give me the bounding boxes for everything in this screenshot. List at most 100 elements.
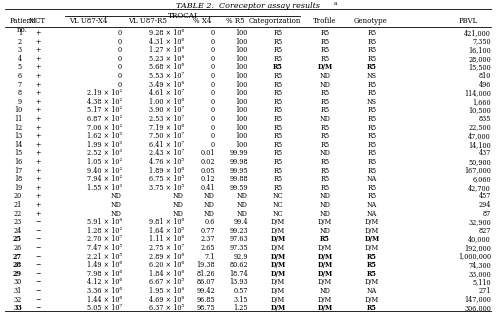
Text: 0: 0 bbox=[211, 141, 215, 149]
Text: 7.94 × 10²: 7.94 × 10² bbox=[87, 175, 122, 183]
Text: ND: ND bbox=[111, 209, 122, 217]
Text: 1.99 × 10³: 1.99 × 10³ bbox=[87, 141, 122, 149]
Text: 1.28 × 10²: 1.28 × 10² bbox=[87, 227, 122, 235]
Text: 2: 2 bbox=[18, 38, 22, 45]
Text: 6,060: 6,060 bbox=[472, 175, 491, 183]
Text: 100: 100 bbox=[236, 132, 248, 140]
Text: D/M: D/M bbox=[365, 235, 379, 243]
Text: 271: 271 bbox=[479, 287, 491, 295]
Text: 19.38: 19.38 bbox=[196, 261, 215, 269]
Text: 0: 0 bbox=[211, 106, 215, 115]
Text: R5: R5 bbox=[320, 158, 329, 166]
Text: D/M: D/M bbox=[317, 261, 332, 269]
Text: 24: 24 bbox=[14, 227, 22, 235]
Text: 9: 9 bbox=[18, 98, 22, 106]
Text: 457: 457 bbox=[479, 193, 491, 201]
Text: 100: 100 bbox=[236, 124, 248, 131]
Text: 0: 0 bbox=[118, 29, 122, 37]
Text: −: − bbox=[35, 287, 41, 295]
Text: +: + bbox=[35, 38, 41, 45]
Text: 1: 1 bbox=[18, 29, 22, 37]
Text: −: − bbox=[35, 261, 41, 269]
Text: D/M: D/M bbox=[271, 287, 285, 295]
Text: +: + bbox=[35, 193, 41, 201]
Text: 1.05 × 10²: 1.05 × 10² bbox=[87, 158, 122, 166]
Text: −: − bbox=[35, 304, 41, 312]
Text: D/M: D/M bbox=[365, 244, 379, 252]
Text: 32: 32 bbox=[14, 295, 22, 303]
Text: 7: 7 bbox=[18, 81, 22, 89]
Text: R5: R5 bbox=[368, 29, 376, 37]
Text: R5: R5 bbox=[273, 175, 283, 183]
Text: 50,900: 50,900 bbox=[468, 158, 491, 166]
Text: R5: R5 bbox=[320, 89, 329, 97]
Text: +: + bbox=[35, 141, 41, 149]
Text: D/M: D/M bbox=[365, 218, 379, 226]
Text: D/M: D/M bbox=[270, 270, 286, 278]
Text: R5: R5 bbox=[273, 81, 283, 89]
Text: Trofile: Trofile bbox=[313, 17, 337, 25]
Text: ND: ND bbox=[204, 193, 215, 201]
Text: 2.43 × 10⁷: 2.43 × 10⁷ bbox=[149, 149, 184, 157]
Text: ND: ND bbox=[237, 201, 248, 209]
Text: D/M: D/M bbox=[317, 63, 332, 71]
Text: 3: 3 bbox=[18, 46, 22, 54]
Text: 6.67 × 10⁵: 6.67 × 10⁵ bbox=[149, 279, 184, 287]
Text: R5: R5 bbox=[368, 124, 376, 131]
Text: NC: NC bbox=[273, 193, 283, 201]
Text: 0.57: 0.57 bbox=[234, 287, 248, 295]
Text: 16: 16 bbox=[14, 158, 22, 166]
Text: % X4: % X4 bbox=[193, 17, 211, 25]
Text: NA: NA bbox=[367, 209, 377, 217]
Text: R5: R5 bbox=[367, 261, 377, 269]
Text: 21: 21 bbox=[14, 201, 22, 209]
Text: 6.75 × 10⁵: 6.75 × 10⁵ bbox=[149, 175, 184, 183]
Text: ND: ND bbox=[319, 81, 330, 89]
Text: NS: NS bbox=[367, 98, 377, 106]
Text: 47,000: 47,000 bbox=[468, 132, 491, 140]
Text: 1.95 × 10⁴: 1.95 × 10⁴ bbox=[149, 287, 184, 295]
Text: 100: 100 bbox=[236, 106, 248, 115]
Text: 0: 0 bbox=[211, 98, 215, 106]
Text: 9.40 × 10²: 9.40 × 10² bbox=[87, 167, 122, 175]
Text: 0: 0 bbox=[118, 38, 122, 45]
Text: +: + bbox=[35, 201, 41, 209]
Text: ND: ND bbox=[204, 201, 215, 209]
Text: NC: NC bbox=[273, 201, 283, 209]
Text: R5: R5 bbox=[368, 184, 376, 192]
Text: +: + bbox=[35, 184, 41, 192]
Text: 100: 100 bbox=[236, 89, 248, 97]
Text: 22,500: 22,500 bbox=[468, 124, 491, 131]
Text: 4.12 × 10⁶: 4.12 × 10⁶ bbox=[87, 279, 122, 287]
Text: 1.64 × 10⁵: 1.64 × 10⁵ bbox=[149, 227, 184, 235]
Text: ND: ND bbox=[173, 201, 184, 209]
Text: 100: 100 bbox=[236, 141, 248, 149]
Text: −: − bbox=[35, 279, 41, 287]
Text: R5: R5 bbox=[273, 149, 283, 157]
Text: 14,100: 14,100 bbox=[468, 141, 491, 149]
Text: VL U87-R5: VL U87-R5 bbox=[128, 17, 168, 25]
Text: 0.41: 0.41 bbox=[200, 184, 215, 192]
Text: ND: ND bbox=[319, 72, 330, 80]
Text: D/M: D/M bbox=[317, 304, 332, 312]
Text: R5: R5 bbox=[320, 29, 329, 37]
Text: 17: 17 bbox=[14, 167, 22, 175]
Text: 2.53 × 10⁷: 2.53 × 10⁷ bbox=[149, 115, 184, 123]
Text: 421,000: 421,000 bbox=[464, 29, 491, 37]
Text: 4: 4 bbox=[18, 55, 22, 63]
Text: 2.65: 2.65 bbox=[200, 244, 215, 252]
Text: 6.20 × 10⁶: 6.20 × 10⁶ bbox=[149, 261, 184, 269]
Text: 3.75 × 10⁵: 3.75 × 10⁵ bbox=[149, 184, 184, 192]
Text: 20: 20 bbox=[14, 193, 22, 201]
Text: R5: R5 bbox=[273, 141, 283, 149]
Text: −: − bbox=[35, 295, 41, 303]
Text: R5: R5 bbox=[367, 63, 377, 71]
Text: D/M: D/M bbox=[271, 244, 285, 252]
Text: 97.35: 97.35 bbox=[229, 244, 248, 252]
Text: D/M: D/M bbox=[365, 279, 379, 287]
Text: D/M: D/M bbox=[317, 270, 332, 278]
Text: R5: R5 bbox=[273, 72, 283, 80]
Text: 30: 30 bbox=[14, 279, 22, 287]
Text: +: + bbox=[35, 158, 41, 166]
Text: R5: R5 bbox=[273, 38, 283, 45]
